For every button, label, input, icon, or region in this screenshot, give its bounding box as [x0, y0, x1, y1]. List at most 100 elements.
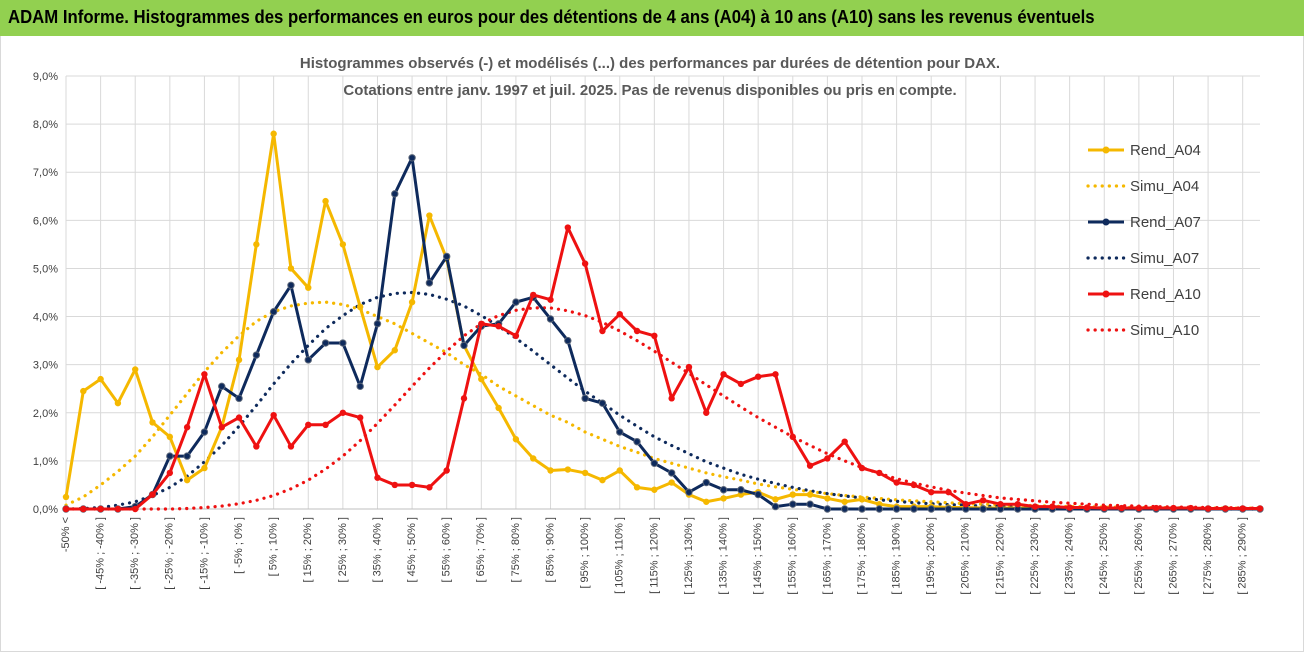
data-point [287, 281, 295, 289]
data-point [200, 428, 209, 436]
y-tick-label: 1,0% [33, 456, 58, 468]
data-point [1170, 504, 1177, 512]
x-tick-label: [ 215% ; 220% ] [994, 517, 1006, 595]
data-point [149, 491, 156, 498]
legend-marker [1102, 146, 1110, 154]
data-point [841, 498, 848, 505]
series-line [64, 132, 1260, 511]
data-point [581, 260, 589, 267]
data-point [720, 371, 727, 378]
data-point [893, 479, 900, 486]
y-tick-label: 8,0% [33, 119, 58, 131]
legend-label: Simu_A04 [1130, 178, 1199, 195]
data-point [270, 411, 277, 419]
data-point [1083, 504, 1091, 511]
data-point [339, 241, 347, 248]
series-line [66, 226, 1260, 511]
data-point [391, 481, 398, 489]
data-point [80, 387, 87, 395]
data-point [789, 491, 796, 498]
data-point [997, 500, 1004, 508]
x-tick-label: [ 155% ; 160% ] [787, 517, 799, 595]
x-tick-label: [ 25% ; 30% ] [337, 517, 349, 582]
data-point [114, 399, 122, 407]
data-point [703, 498, 710, 505]
series-line [64, 306, 1262, 511]
data-point [581, 394, 589, 403]
data-point [495, 322, 502, 330]
x-tick-label: [ 15% ; 20% ] [302, 517, 314, 582]
data-point [530, 455, 537, 462]
data-point [1152, 504, 1160, 512]
data-point [426, 484, 433, 491]
data-point [201, 371, 208, 378]
data-point [339, 409, 347, 416]
data-point [703, 409, 710, 416]
y-tick-label: 2,0% [33, 408, 58, 420]
data-point [356, 414, 364, 421]
data-point [166, 452, 174, 460]
data-point [253, 241, 260, 248]
y-tick-label: 4,0% [33, 312, 58, 324]
data-point [979, 497, 987, 504]
data-point [616, 428, 624, 436]
legend-label: Rend_A07 [1130, 214, 1201, 231]
data-point [270, 130, 277, 137]
data-point [858, 496, 866, 503]
series-Rend_A04 [62, 130, 1264, 512]
x-tick-label: [ 75% ; 80% ] [510, 517, 522, 582]
y-tick-label: 5,0% [33, 263, 58, 275]
plot-area [62, 130, 1264, 513]
data-point [305, 284, 312, 291]
x-tick-label: [ -5% ; 0% ] [233, 517, 245, 574]
x-tick-label: [ 265% ; 270% ] [1167, 517, 1179, 595]
data-point [1222, 505, 1229, 512]
x-tick-label: [ 145% ; 150% ] [752, 517, 764, 595]
data-point [633, 437, 641, 446]
data-point [598, 399, 607, 407]
data-point [806, 491, 814, 498]
title-banner: ADAM Informe. Histogrammes des performan… [0, 0, 1304, 36]
data-point [667, 469, 676, 477]
chart-title-line-2: Cotations entre janv. 1997 et juil. 2025… [343, 82, 956, 99]
data-point [183, 424, 191, 431]
legend-marker [1102, 218, 1110, 226]
data-point [62, 493, 70, 501]
x-tick-label: [ 5% ; 10% ] [268, 517, 280, 576]
x-tick-label: [ 235% ; 240% ] [1064, 517, 1076, 595]
data-point [132, 366, 139, 373]
data-point [1135, 504, 1143, 512]
x-tick-label: [ 45% ; 50% ] [406, 517, 418, 582]
data-point [581, 469, 589, 477]
data-point [702, 478, 710, 487]
legend-label: Simu_A07 [1130, 250, 1199, 267]
x-tick-label: [ 175% ; 180% ] [856, 517, 868, 595]
x-tick-label: [ -25% ; -20% ] [164, 517, 176, 590]
data-point [495, 404, 502, 412]
data-point [564, 466, 572, 473]
data-point [840, 505, 849, 513]
data-point [460, 341, 468, 350]
data-point [720, 495, 727, 502]
data-point [442, 252, 451, 261]
data-point [114, 505, 122, 513]
data-point [650, 459, 659, 467]
data-point [512, 436, 520, 443]
series-Simu_A10 [64, 306, 1262, 511]
data-point [1256, 505, 1264, 512]
data-point [391, 190, 399, 198]
x-tick-label: [ 255% ; 260% ] [1133, 517, 1145, 595]
data-point [149, 419, 156, 426]
data-point [339, 339, 347, 347]
data-point [547, 467, 554, 474]
data-point [183, 452, 191, 460]
data-point [806, 462, 814, 469]
series-Rend_A10 [62, 224, 1264, 513]
data-point [789, 500, 797, 508]
x-tick-label: -50% < [60, 517, 72, 552]
data-point [1187, 504, 1194, 512]
data-point [892, 505, 901, 513]
data-point [252, 351, 261, 359]
data-point [979, 505, 987, 513]
